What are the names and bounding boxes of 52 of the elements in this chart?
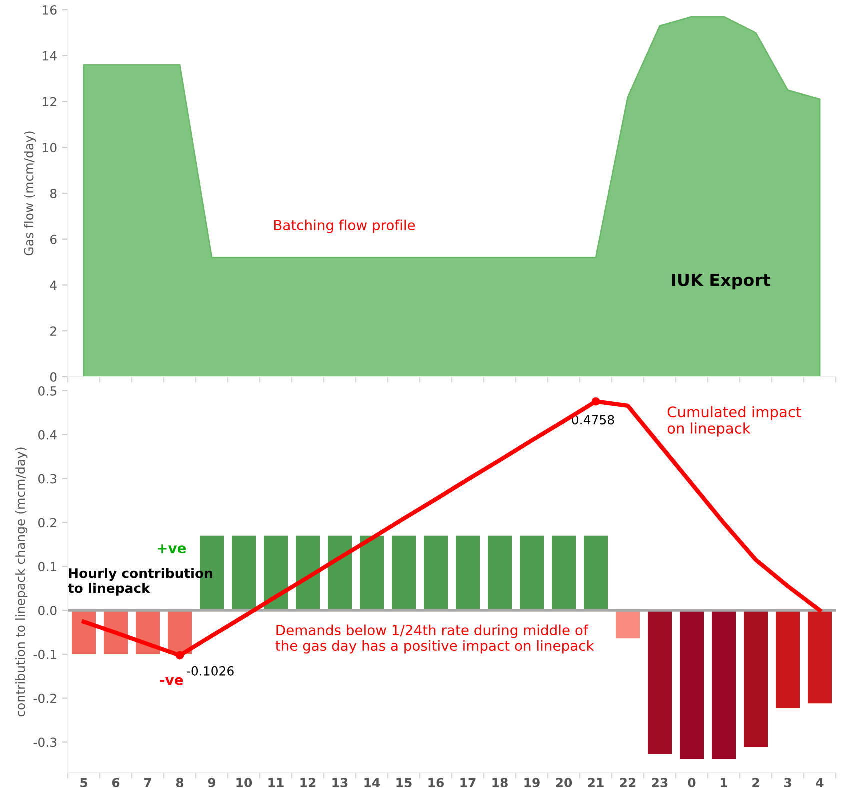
y-tick-label: 0.0	[38, 606, 57, 616]
x-tick-label: 10	[236, 778, 252, 788]
x-tick-label: 12	[300, 778, 316, 788]
x-tick-label: 9	[208, 778, 216, 788]
x-tick-label: 21	[588, 778, 604, 788]
y-tick-label: 0	[50, 372, 57, 382]
x-tick-label: 4	[816, 778, 824, 788]
y-tick-label: 8	[50, 188, 57, 198]
y-tick-label: 4	[50, 280, 57, 290]
x-tick-label: 3	[784, 778, 792, 788]
y-tick-label: 12	[43, 97, 56, 106]
annotation: +ve	[158, 544, 186, 554]
y-tick-label: -0.1	[34, 650, 56, 660]
y-tick-label: 10	[43, 143, 57, 153]
y-tick-label: -0.3	[34, 738, 57, 748]
annotation: Demands below 1/24th rate during middle of the gas day has a positive impact on linepack	[276, 624, 594, 654]
x-tick-label: 6	[112, 778, 120, 788]
y-axis-title: Gas flow (mcm/day)	[24, 132, 36, 256]
x-tick-label: 20	[556, 778, 572, 788]
annotation: Batching flow profile	[274, 220, 416, 234]
x-tick-label: 5	[80, 778, 88, 788]
y-tick-label: 2	[50, 326, 56, 336]
y-axis-title: contribution to linepack change (mcm/day)	[16, 448, 28, 717]
x-tick-label: 1	[721, 778, 728, 788]
data-label: -0.1026	[187, 666, 234, 676]
y-tick-label: 0.1	[38, 562, 56, 572]
x-tick-label: 19	[524, 778, 540, 788]
y-tick-label: 0.2	[38, 518, 56, 528]
y-tick-label: 0.4	[38, 430, 57, 440]
y-tick-label: 0.3	[38, 474, 57, 484]
y-tick-label: 0.5	[38, 386, 56, 396]
data-label: 0.4758	[572, 415, 614, 425]
y-tick-label: 14	[43, 52, 57, 61]
x-tick-label: 15	[396, 778, 412, 788]
x-tick-label: 16	[428, 778, 444, 788]
x-tick-label: 13	[332, 778, 348, 788]
annotation: IUK Export	[672, 274, 770, 290]
x-tick-label: 23	[652, 778, 668, 788]
x-tick-label: 18	[492, 778, 508, 788]
x-tick-label: 22	[620, 778, 636, 788]
annotation: Cumulated impact on linepack	[668, 406, 802, 437]
x-tick-label: 0	[688, 778, 696, 788]
x-tick-label: 2	[752, 778, 760, 788]
x-tick-label: 17	[460, 778, 476, 788]
annotation: -ve	[160, 677, 184, 686]
y-tick-label: 6	[50, 234, 57, 244]
y-tick-label: 16	[43, 5, 57, 15]
y-tick-label: -0.2	[34, 694, 56, 704]
x-tick-label: 11	[268, 778, 284, 788]
x-tick-label: 7	[144, 778, 152, 788]
x-tick-label: 8	[176, 778, 184, 788]
x-tick-label: 14	[364, 778, 380, 788]
